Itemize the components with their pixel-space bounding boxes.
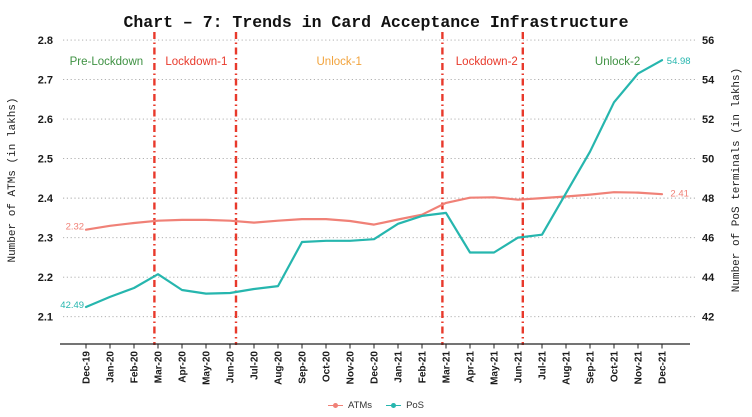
legend-item-atms: ATMs — [327, 400, 373, 411]
chart-legend: ATMs PoS — [0, 400, 752, 411]
legend-label-pos: PoS — [406, 400, 425, 411]
value-annotation: 54.98 — [667, 56, 691, 67]
atms-line-marker-icon — [327, 402, 343, 410]
x-axis-month-label: Dec-21 — [658, 351, 669, 384]
x-axis-month-label: Jan-20 — [106, 351, 117, 383]
left-axis-tick-label: 2.5 — [38, 154, 53, 166]
period-label: Unlock-1 — [317, 56, 362, 68]
x-axis-month-label: Apr-21 — [466, 351, 477, 383]
x-axis-month-label: Feb-20 — [130, 351, 141, 384]
value-annotation: 42.49 — [60, 300, 84, 311]
left-axis-title: Number of ATMs (in lakhs) — [7, 97, 19, 262]
x-axis-month-label: Dec-19 — [82, 351, 93, 384]
legend-item-pos: PoS — [386, 400, 424, 411]
left-axis-tick-label: 2.6 — [38, 114, 53, 126]
x-axis-month-label: Aug-20 — [274, 351, 285, 385]
plot-area: 2.1 42 2.2 44 2.3 46 2.4 48 2.5 50 2.6 52 2.7 54 2.8 56… — [7, 32, 743, 385]
x-axis-month-label: Sep-20 — [298, 351, 309, 384]
x-axis-month-label: Sep-21 — [586, 351, 597, 384]
pos-line-marker-icon — [386, 402, 402, 410]
x-axis-month-label: Aug-21 — [562, 351, 573, 385]
left-axis-tick-label: 2.4 — [38, 193, 54, 205]
series-line-atms — [84, 191, 664, 231]
legend-label-atms: ATMs — [347, 400, 373, 411]
x-axis-month-label: Feb-21 — [418, 351, 429, 384]
right-axis-tick-label: 44 — [702, 272, 715, 284]
x-axis-month-label: May-21 — [490, 351, 501, 385]
value-annotation: 2.32 — [66, 222, 85, 233]
period-label: Pre-Lockdown — [70, 56, 144, 68]
right-axis-tick-label: 48 — [702, 193, 714, 205]
x-axis-month-label: Oct-20 — [322, 351, 333, 383]
x-axis-month-label: Nov-20 — [346, 351, 357, 385]
x-axis-month-label: Mar-20 — [154, 351, 165, 384]
x-axis-month-label: Oct-21 — [610, 351, 621, 383]
left-axis-tick-label: 2.2 — [38, 272, 53, 284]
x-axis-month-label: Mar-21 — [442, 351, 453, 384]
left-axis-tick-label: 2.3 — [38, 233, 53, 245]
left-axis-tick-label: 2.1 — [38, 312, 53, 324]
period-label: Lockdown-1 — [165, 56, 227, 68]
right-axis-title: Number of PoS terminals (in lakhs) — [731, 68, 743, 292]
value-annotation: 2.41 — [670, 188, 689, 199]
x-axis-month-label: Apr-20 — [178, 351, 189, 383]
x-axis-month-label: Jul-21 — [538, 351, 549, 380]
left-axis-tick-label: 2.7 — [38, 75, 53, 87]
x-axis-month-label: Dec-20 — [370, 351, 381, 384]
x-axis-month-label: Jan-21 — [394, 351, 405, 383]
left-axis-tick-label: 2.8 — [38, 35, 53, 47]
x-axis-month-label: Jul-20 — [250, 351, 261, 380]
x-axis-month-label: Jun-21 — [514, 351, 525, 384]
right-axis-tick-label: 56 — [702, 35, 714, 47]
x-axis-month-label: May-20 — [202, 351, 213, 385]
period-label: Lockdown-2 — [456, 56, 518, 68]
x-axis-month-label: Jun-20 — [226, 351, 237, 384]
right-axis-tick-label: 46 — [702, 233, 714, 245]
right-axis-tick-label: 54 — [702, 75, 715, 87]
x-axis-month-label: Nov-21 — [634, 351, 645, 385]
chart-title: Chart – 7: Trends in Card Acceptance Inf… — [123, 13, 629, 32]
right-axis-tick-label: 50 — [702, 154, 714, 166]
right-axis-tick-label: 42 — [702, 312, 714, 324]
period-label: Unlock-2 — [595, 56, 640, 68]
series-line-pos — [84, 59, 664, 309]
right-axis-tick-label: 52 — [702, 114, 714, 126]
